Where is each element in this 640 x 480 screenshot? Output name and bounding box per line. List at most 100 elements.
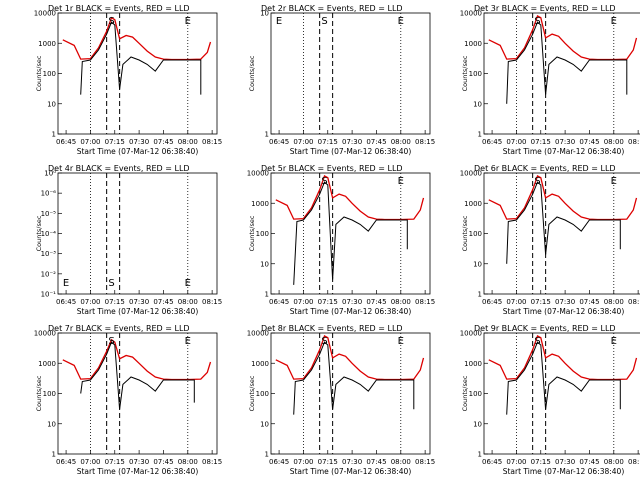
- x-tick-label: 08:00: [604, 298, 624, 306]
- x-tick-label: 07:00: [506, 298, 526, 306]
- marker-label-e: E: [185, 336, 191, 347]
- x-tick-label: 07:00: [293, 138, 313, 146]
- x-axis-title: Start Time (07-Mar-12 06:38:40): [290, 307, 412, 316]
- y-tick-label: 10000: [460, 170, 482, 178]
- marker-label-s: S: [108, 278, 114, 289]
- x-tick-label: 07:45: [366, 458, 386, 466]
- y-tick-label: 1: [52, 131, 56, 139]
- series-line-events: [80, 341, 195, 410]
- x-tick-label: 07:30: [555, 298, 575, 306]
- x-tick-label: 08:15: [415, 298, 435, 306]
- x-tick-label: 08:00: [178, 298, 198, 306]
- y-tick-label: 1000: [251, 200, 269, 208]
- x-axis-title: Start Time (07-Mar-12 06:38:40): [290, 147, 412, 156]
- y-tick-label: 10⁻²: [41, 270, 57, 278]
- x-tick-label: 07:30: [129, 458, 149, 466]
- x-tick-label: 08:15: [202, 298, 222, 306]
- x-tick-label: 08:00: [178, 138, 198, 146]
- x-tick-label: 06:45: [56, 138, 76, 146]
- x-tick-label: 07:00: [80, 458, 100, 466]
- y-tick-label: 1000: [464, 40, 482, 48]
- panel-det-4: Det 4r BLACK = Events, RED = LLD 10⁻¹ 10⁻²…: [35, 164, 222, 316]
- series-line-events: [506, 181, 621, 264]
- marker-label-s: S: [321, 176, 327, 187]
- marker-label-e: E: [611, 176, 617, 187]
- y-axis-title: Counts/sec: [461, 215, 469, 251]
- y-axis-title: Counts/sec: [248, 215, 256, 251]
- y-tick-label: 1: [52, 451, 56, 459]
- series-line-events: [293, 181, 408, 285]
- y-tick-label: 1: [478, 291, 482, 299]
- marker-label-s: S: [321, 336, 327, 347]
- panel-det-5: Det 5r BLACK = Events, RED = LLD 1 10 100 10…: [247, 164, 436, 316]
- y-axis-title: Counts/sec: [35, 215, 43, 251]
- y-tick-label: 100: [469, 230, 482, 238]
- panel-det-7: Det 7r BLACK = Events, RED = LLD 1 10 100 10…: [34, 324, 223, 476]
- panel-title: Det 7r BLACK = Events, RED = LLD: [48, 324, 190, 333]
- marker-label-s: S: [321, 16, 327, 27]
- x-tick-label: 07:15: [318, 458, 338, 466]
- x-axis-title: Start Time (07-Mar-12 06:38:40): [503, 147, 625, 156]
- x-tick-label: 07:00: [293, 298, 313, 306]
- panel-det-1: Det 1r BLACK = Events, RED = LLD 1 10 100 10…: [34, 4, 223, 156]
- x-tick-label: 08:00: [604, 138, 624, 146]
- x-tick-label: 07:15: [531, 298, 551, 306]
- series-line-events: [506, 21, 628, 104]
- x-tick-label: 07:45: [366, 138, 386, 146]
- y-tick-label: 1: [478, 131, 482, 139]
- x-tick-label: 07:30: [342, 138, 362, 146]
- panel-title: Det 5r BLACK = Events, RED = LLD: [261, 164, 403, 173]
- x-tick-label: 07:15: [105, 458, 125, 466]
- x-tick-label: 08:00: [178, 458, 198, 466]
- x-tick-label: 07:00: [506, 458, 526, 466]
- x-tick-label: 08:15: [202, 138, 222, 146]
- marker-label-s: S: [108, 336, 114, 347]
- x-axis-title: Start Time (07-Mar-12 06:38:40): [290, 467, 412, 476]
- x-tick-label: 07:30: [342, 298, 362, 306]
- y-tick-label: 10⁻⁴: [41, 230, 57, 238]
- x-tick-label: 06:45: [56, 458, 76, 466]
- y-tick-label: 10000: [460, 330, 482, 338]
- marker-label-e: E: [398, 16, 404, 27]
- y-tick-label: 10: [47, 100, 56, 108]
- x-tick-label: 07:45: [366, 298, 386, 306]
- x-axis-title: Start Time (07-Mar-12 06:38:40): [77, 147, 199, 156]
- panel-det-2: Det 2r BLACK = Events, RED = LLD 1 10 06:45…: [248, 4, 435, 156]
- x-tick-label: 07:45: [579, 138, 599, 146]
- y-tick-label: 10: [473, 420, 482, 428]
- y-axis-title: Counts/sec: [461, 375, 469, 411]
- x-axis-title: Start Time (07-Mar-12 06:38:40): [77, 467, 199, 476]
- y-tick-label: 10⁻⁶: [41, 190, 57, 198]
- plot-frame: [270, 12, 431, 135]
- x-tick-label: 07:30: [342, 458, 362, 466]
- x-tick-label: 06:45: [482, 458, 502, 466]
- marker-label-e: E: [611, 336, 617, 347]
- y-axis-title: Counts/sec: [248, 55, 256, 91]
- panel-title: Det 8r BLACK = Events, RED = LLD: [261, 324, 403, 333]
- y-tick-label: 1000: [464, 360, 482, 368]
- x-tick-label: 08:00: [391, 458, 411, 466]
- x-tick-label: 07:30: [555, 458, 575, 466]
- y-tick-label: 10: [260, 260, 269, 268]
- x-tick-label: 06:45: [269, 138, 289, 146]
- y-tick-label: 10000: [460, 10, 482, 18]
- y-axis-title: Counts/sec: [35, 375, 43, 411]
- y-axis-title: Counts/sec: [35, 55, 43, 91]
- plot-frame: [57, 172, 218, 295]
- y-tick-label: 10: [260, 10, 269, 18]
- x-tick-label: 07:15: [531, 458, 551, 466]
- x-tick-label: 07:15: [318, 298, 338, 306]
- x-tick-label: 07:30: [555, 138, 575, 146]
- x-tick-label: 08:15: [628, 298, 640, 306]
- panel-det-9: Det 9r BLACK = Events, RED = LLD 1 10 100 10…: [460, 324, 640, 476]
- panel-det-8: Det 8r BLACK = Events, RED = LLD 1 10 100 10…: [247, 324, 436, 476]
- marker-label-e: E: [276, 16, 282, 27]
- x-tick-label: 07:00: [80, 298, 100, 306]
- marker-label-e: E: [63, 278, 69, 289]
- y-tick-label: 10000: [34, 330, 56, 338]
- marker-label-e: E: [398, 336, 404, 347]
- y-tick-label: 1: [265, 131, 269, 139]
- y-tick-label: 10⁻¹: [41, 291, 57, 299]
- panel-det-3: Det 3r BLACK = Events, RED = LLD 1 10 100 10…: [460, 4, 640, 156]
- plot-frame: [270, 172, 431, 295]
